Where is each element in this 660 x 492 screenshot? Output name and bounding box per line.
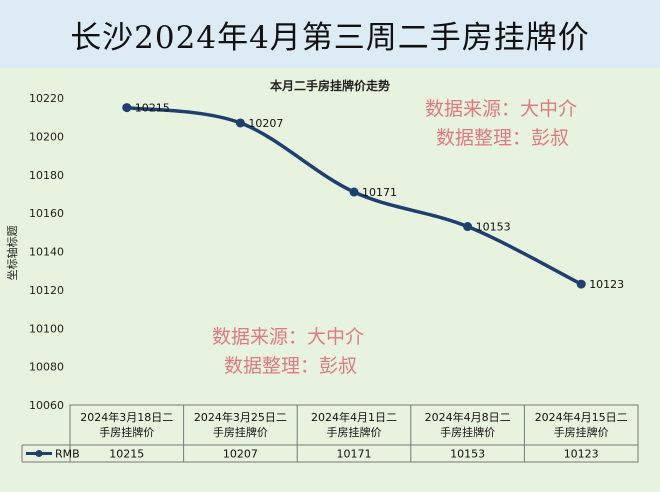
- table-header-cell: 2024年3月18日二手房挂牌价: [80, 410, 173, 439]
- chart-title: 本月二手房挂牌价走势: [270, 78, 390, 93]
- line-chart: 10060 10080 10100 10120 10140 10160 10180 10200…: [5, 78, 639, 463]
- y-tick-label: 10160: [29, 207, 64, 220]
- y-tick-label: 10220: [29, 92, 64, 105]
- table-header-cell: 2024年4月8日二手房挂牌价: [425, 410, 511, 439]
- watermark-source-top: 数据来源：大中介: [425, 98, 577, 120]
- y-tick-label: 10100: [29, 322, 64, 335]
- y-axis: 10060 10080 10100 10120 10140 10160 10180 10200…: [29, 92, 64, 412]
- y-axis-title: 坐标轴标题: [5, 226, 19, 281]
- watermark-editor-top: 数据整理：彭叔: [436, 127, 569, 149]
- y-tick-label: 10060: [29, 399, 64, 412]
- y-tick-label: 10140: [29, 246, 64, 259]
- table-header-cell: 2024年3月25日二手房挂牌价: [194, 410, 287, 439]
- table-header-cell: 2024年4月15日二手房挂牌价: [535, 410, 628, 439]
- table-value-cell: 10153: [450, 448, 485, 461]
- table-frame: [69, 404, 639, 463]
- y-tick-label: 10120: [29, 284, 64, 297]
- data-point: [576, 279, 586, 289]
- watermark-source-mid: 数据来源：大中介: [212, 326, 364, 348]
- data-label: 10171: [362, 186, 397, 199]
- banner: 长沙2024年4月第三周二手房挂牌价: [0, 0, 660, 68]
- table-value-cell: 10171: [337, 448, 372, 461]
- chart-area: 10060 10080 10100 10120 10140 10160 10180 10200…: [0, 68, 660, 492]
- series-points: [122, 103, 586, 289]
- data-point: [463, 222, 473, 232]
- legend-marker: [35, 450, 43, 457]
- data-point: [235, 118, 245, 128]
- legend-series-name: RMB: [55, 448, 80, 461]
- table-header-cell: 2024年4月1日二手房挂牌价: [311, 410, 397, 439]
- data-label: 10123: [589, 278, 624, 291]
- data-label: 10207: [248, 117, 283, 130]
- y-tick-label: 10080: [29, 361, 64, 374]
- data-table: 2024年3月18日二手房挂牌价 2024年3月25日二手房挂牌价 2024年4月1…: [21, 404, 639, 463]
- table-value-cell: 10123: [564, 448, 599, 461]
- table-value-cell: 10215: [109, 448, 144, 461]
- data-point: [122, 103, 132, 113]
- data-label: 10215: [135, 102, 170, 115]
- watermark-editor-mid: 数据整理：彭叔: [224, 355, 357, 377]
- y-tick-label: 10180: [29, 169, 64, 182]
- data-label: 10153: [476, 221, 511, 234]
- table-value-cell: 10207: [223, 448, 258, 461]
- data-labels: 10215 10207 10171 10153 10123: [135, 102, 624, 292]
- banner-title: 长沙2024年4月第三周二手房挂牌价: [70, 19, 590, 56]
- y-tick-label: 10200: [29, 130, 64, 143]
- data-point: [349, 187, 359, 197]
